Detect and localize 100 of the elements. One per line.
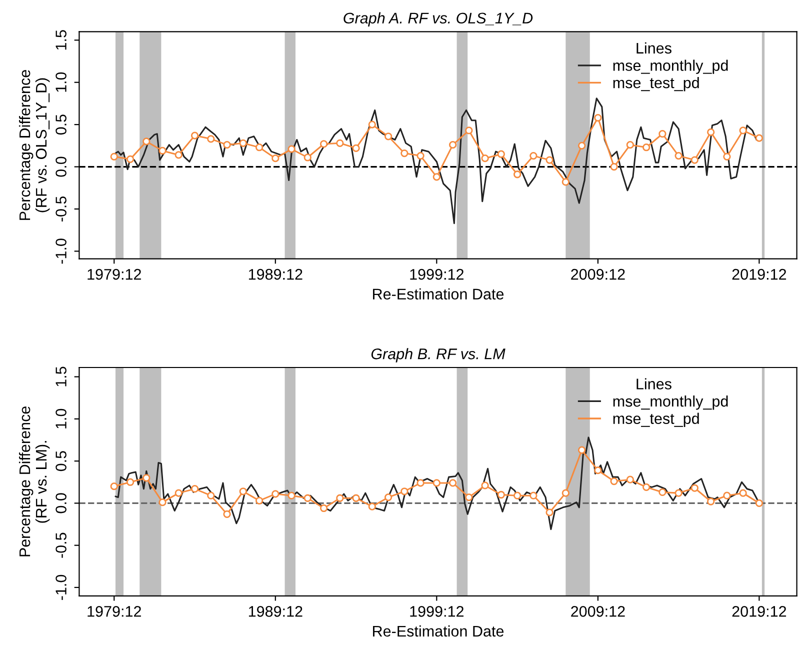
- point: [530, 152, 538, 160]
- point: [626, 141, 634, 149]
- y-tick-label: 1.0: [56, 408, 66, 428]
- point: [674, 152, 682, 160]
- point: [142, 474, 150, 482]
- point: [207, 135, 215, 143]
- point: [384, 493, 392, 502]
- point: [239, 139, 247, 147]
- point: [126, 155, 134, 163]
- point: [465, 126, 473, 134]
- point: [514, 170, 522, 178]
- point: [448, 141, 457, 149]
- y-tick-label: 0.5: [56, 451, 66, 472]
- point: [755, 499, 764, 507]
- point: [416, 479, 424, 487]
- x-axis-title: Re-Estimation Date: [373, 288, 504, 300]
- point: [739, 126, 747, 134]
- point: [594, 114, 602, 122]
- x-tick-label: 2019:12: [732, 606, 786, 617]
- point: [126, 478, 134, 486]
- point: [288, 492, 296, 500]
- point: [142, 138, 150, 146]
- y-tick-label: 0.0: [56, 493, 66, 514]
- point: [190, 485, 199, 493]
- point: [110, 152, 118, 160]
- x-tick-label: 1989:12: [248, 268, 302, 280]
- point: [368, 502, 376, 510]
- point: [368, 120, 376, 128]
- x-tick-label: 1979:12: [88, 606, 141, 617]
- point: [690, 484, 698, 492]
- y-axis-title: Percentage Difference (RF vs. LM).: [18, 406, 50, 556]
- point: [497, 150, 505, 158]
- point: [174, 151, 182, 159]
- point: [207, 492, 215, 500]
- point: [432, 173, 440, 181]
- point: [288, 145, 296, 153]
- legend-title: Lines: [636, 42, 672, 54]
- point: [642, 483, 650, 491]
- point: [723, 492, 731, 500]
- point: [594, 466, 602, 474]
- y-tick-label: 1.5: [56, 366, 66, 386]
- point: [546, 156, 554, 164]
- point: [190, 132, 199, 140]
- point: [304, 494, 312, 502]
- point: [578, 446, 586, 454]
- point: [320, 140, 328, 148]
- point: [336, 139, 344, 147]
- x-tick-label: 1989:12: [248, 606, 302, 617]
- point: [304, 154, 312, 162]
- point: [465, 493, 473, 502]
- point: [352, 494, 360, 502]
- x-tick-label: 2009:12: [571, 268, 625, 280]
- x-tick-label: 2009:12: [571, 606, 625, 617]
- point: [320, 504, 328, 512]
- y-axis-title: Percentage Difference (RF vs. OLS_1Y_D): [18, 70, 50, 220]
- chart-title: Graph B. RF vs. LM: [371, 348, 506, 362]
- point: [642, 144, 650, 152]
- point: [723, 152, 731, 160]
- point: [272, 490, 280, 498]
- point: [448, 479, 457, 487]
- point: [158, 146, 166, 155]
- point: [400, 488, 408, 496]
- point: [336, 494, 344, 502]
- point: [400, 149, 408, 158]
- point: [658, 130, 666, 138]
- x-tick-label: 1999:12: [410, 606, 464, 617]
- y-tick-label: 1.5: [56, 30, 66, 50]
- point: [352, 144, 360, 152]
- point: [255, 144, 264, 152]
- x-tick-label: 2019:12: [732, 268, 786, 280]
- y-tick-label: -1.0: [56, 238, 66, 264]
- point: [610, 477, 618, 486]
- point: [514, 492, 522, 500]
- chart-title: Graph A. RF vs. OLS_1Y_D: [344, 12, 533, 27]
- point: [223, 141, 231, 149]
- point: [578, 142, 586, 150]
- legend-title: Lines: [636, 378, 672, 390]
- point: [530, 492, 538, 500]
- y-tick-label: -0.5: [56, 196, 66, 222]
- point: [610, 162, 618, 171]
- x-axis-title: Re-Estimation Date: [373, 625, 504, 637]
- point: [481, 154, 489, 162]
- legend-label: mse_monthly_pd: [613, 395, 728, 410]
- legend-label: mse_monthly_pd: [613, 60, 728, 74]
- point: [755, 134, 764, 142]
- point: [432, 479, 440, 487]
- point: [497, 490, 505, 499]
- point: [626, 476, 634, 484]
- point: [272, 154, 280, 162]
- point: [562, 178, 570, 186]
- y-tick-label: -1.0: [56, 574, 66, 600]
- point: [690, 156, 698, 164]
- point: [223, 510, 231, 518]
- point: [739, 489, 747, 497]
- point: [562, 489, 570, 497]
- legend-label: mse_test_pd: [613, 412, 699, 428]
- point: [384, 132, 392, 140]
- y-tick-label: 1.0: [56, 72, 66, 92]
- point: [707, 128, 715, 136]
- point: [174, 489, 182, 497]
